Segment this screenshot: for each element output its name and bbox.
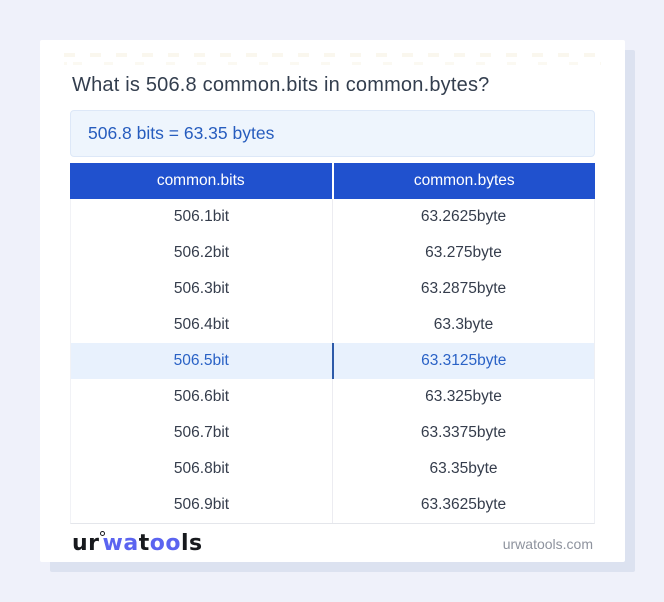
bits-cell: 506.7bit bbox=[71, 415, 333, 451]
table-row[interactable]: 506.3bit 63.2875byte bbox=[71, 271, 594, 307]
card-footer: ur watools urwatools.com bbox=[70, 524, 595, 563]
bytes-cell: 63.275byte bbox=[425, 244, 502, 261]
ring-icon bbox=[99, 530, 105, 536]
table-row[interactable]: 506.4bit 63.3byte bbox=[71, 307, 594, 343]
bits-cell: 506.2bit bbox=[71, 235, 333, 271]
bytes-cell: 63.2875byte bbox=[420, 280, 507, 297]
table-row[interactable]: 506.7bit 63.3375byte bbox=[71, 415, 594, 451]
conversion-result-text: 506.8 bits = 63.35 bytes bbox=[88, 123, 275, 143]
table-row[interactable]: 506.1bit 63.2625byte bbox=[71, 199, 594, 235]
logo-seg-blue: oo bbox=[149, 530, 181, 556]
bytes-cell: 63.35byte bbox=[429, 460, 498, 477]
table-body: 506.1bit 63.2625byte 506.2bit 63.275byte… bbox=[70, 199, 595, 524]
logo-seg-dark: ls bbox=[180, 530, 203, 556]
table-row[interactable]: 506.6bit 63.325byte bbox=[71, 379, 594, 415]
bytes-cell: 63.2625byte bbox=[420, 208, 507, 225]
converter-card: What is 506.8 common.bits in common.byte… bbox=[40, 40, 625, 562]
bytes-cell: 63.3375byte bbox=[420, 424, 507, 441]
table-row[interactable]: 506.8bit 63.35byte bbox=[71, 451, 594, 487]
bits-cell: 506.8bit bbox=[71, 451, 333, 487]
table-header-row: common.bits common.bytes bbox=[70, 163, 595, 199]
logo-seg-blue: wa bbox=[102, 530, 139, 556]
bits-cell: 506.9bit bbox=[71, 487, 333, 523]
conversion-table: common.bits common.bytes 506.1bit 63.262… bbox=[70, 163, 595, 524]
bytes-cell: 63.3625byte bbox=[420, 496, 507, 513]
page-title: What is 506.8 common.bits in common.byte… bbox=[72, 74, 490, 96]
table-row[interactable]: 506.2bit 63.275byte bbox=[71, 235, 594, 271]
bytes-cell: 63.3125byte bbox=[421, 352, 507, 369]
table-row[interactable]: 506.9bit 63.3625byte bbox=[71, 487, 594, 523]
logo-seg-dark: t bbox=[138, 530, 150, 556]
bits-cell: 506.5bit bbox=[71, 343, 334, 379]
table-row-highlighted[interactable]: 506.5bit 63.3125byte bbox=[71, 343, 594, 379]
column-header-bits: common.bits bbox=[70, 163, 334, 199]
urwatools-logo[interactable]: ur watools bbox=[72, 530, 203, 556]
card-top-texture bbox=[64, 53, 601, 65]
bits-cell: 506.4bit bbox=[71, 307, 333, 343]
bits-cell: 506.6bit bbox=[71, 379, 333, 415]
bits-cell: 506.3bit bbox=[71, 271, 333, 307]
bits-cell: 506.1bit bbox=[71, 199, 333, 235]
site-url: urwatools.com bbox=[502, 535, 593, 552]
bytes-cell: 63.325byte bbox=[425, 388, 502, 405]
column-header-bytes: common.bytes bbox=[413, 172, 515, 189]
bytes-cell: 63.3byte bbox=[433, 316, 494, 333]
logo-seg-dark: ur bbox=[72, 530, 100, 556]
conversion-result-box: 506.8 bits = 63.35 bytes bbox=[70, 110, 595, 157]
